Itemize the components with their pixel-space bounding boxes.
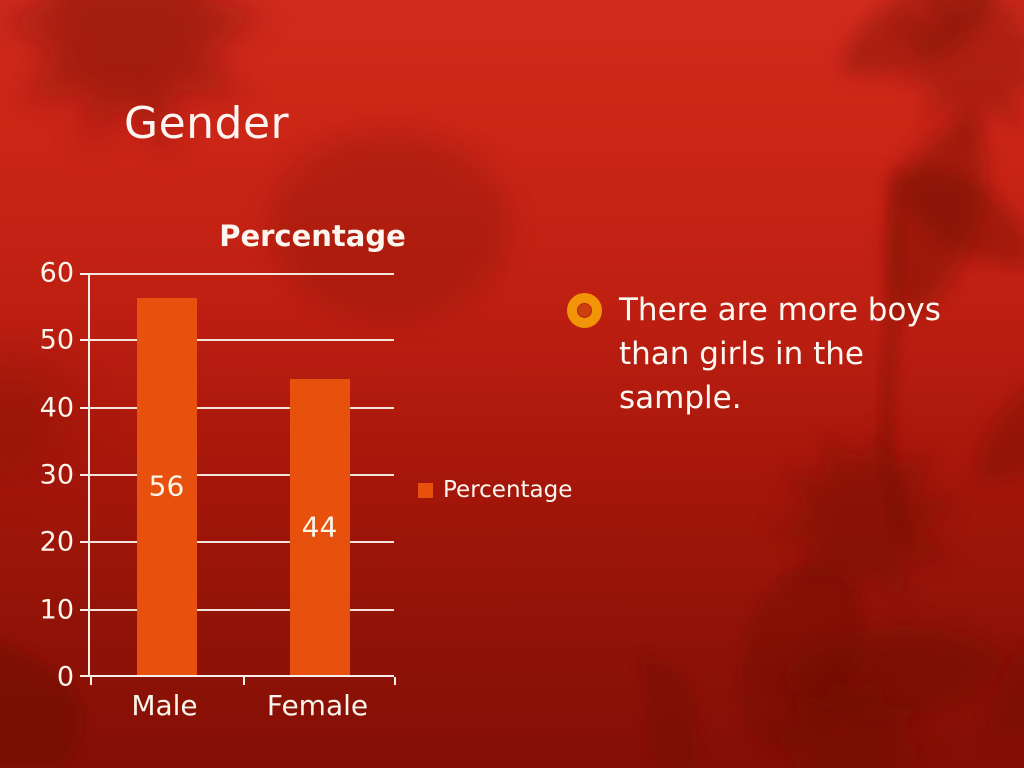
y-axis-label: 40 [39,392,74,424]
y-axis-tick [80,474,90,476]
x-axis-tick [243,677,245,685]
x-axis-labels: Male Female [88,689,394,729]
gridline [90,474,394,476]
x-axis-label: Male [131,689,198,722]
bar-value-label: 56 [148,469,185,503]
bullet-text: There are more boys than girls in the sa… [619,288,941,420]
y-axis-label: 20 [39,526,74,558]
bullet-text-line: There are more boys [619,292,941,328]
gridline [90,541,394,544]
bullet-text-line: than girls in the [619,336,864,372]
leaf-shadow-icon [270,130,510,320]
y-axis-tick [80,541,90,544]
bullet-text-line: sample. [619,380,742,416]
bullet-ring-icon [567,293,602,328]
bar-male: 56 [136,297,197,675]
chart-title: Percentage [219,219,406,253]
y-axis-tick [80,273,90,275]
gridline [90,273,394,275]
x-axis-label: Female [266,689,369,722]
y-axis-tick [80,608,90,611]
y-axis-label: 60 [39,257,74,289]
y-axis-labels: 0 10 20 30 40 50 60 [0,260,76,691]
gridline [90,339,394,342]
bar-female: 44 [289,378,350,675]
legend-swatch-icon [418,482,433,498]
x-axis-tick [90,677,92,685]
gridline [90,406,394,409]
percentage-bar-chart: Percentage 0 10 20 30 40 50 60 56 44 Male Female… [0,215,620,760]
legend-label: Percentage [443,477,573,503]
bar-value-label: 44 [301,510,338,544]
y-axis-label: 50 [39,324,74,356]
stem-icon [0,642,84,768]
slide-title: Gender [124,98,290,149]
stem-icon [640,655,697,768]
y-axis-label: 10 [39,594,74,626]
y-axis-label: 30 [39,459,74,491]
y-axis-label: 0 [56,661,74,693]
bullet-item: There are more boys than girls in the sa… [563,288,993,420]
gridline [90,608,394,611]
y-axis-tick [80,675,90,677]
y-axis-tick [80,406,90,409]
plot-area: 56 44 [80,273,396,685]
y-axis-tick [80,339,90,342]
x-axis-tick [394,677,396,685]
chart-legend: Percentage [418,477,572,503]
